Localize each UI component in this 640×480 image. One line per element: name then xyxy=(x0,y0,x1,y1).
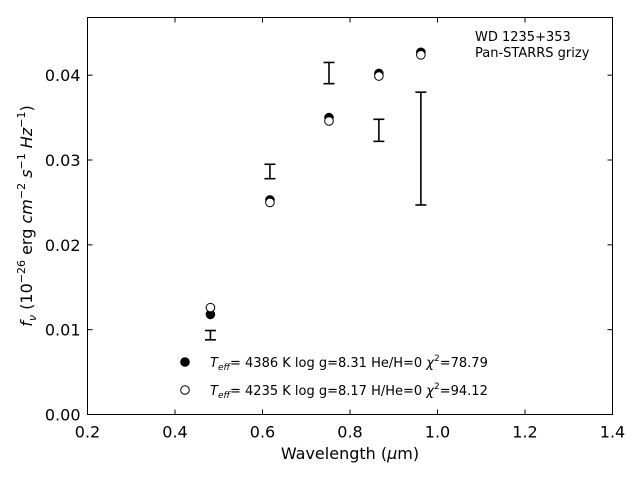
error-bar xyxy=(264,163,276,180)
error-bar xyxy=(323,61,335,85)
y-tick-label: 0.04 xyxy=(45,66,81,85)
point-open xyxy=(265,197,275,208)
object-name: WD 1235+353 xyxy=(475,30,571,45)
x-tick-label: 0.8 xyxy=(337,423,362,442)
x-tick-label: 0.2 xyxy=(75,423,100,442)
observed-error-bars xyxy=(204,61,427,341)
point-open xyxy=(374,71,384,81)
y-ticks: 0.00 0.01 0.02 0.03 0.04 xyxy=(45,66,613,425)
point-open xyxy=(416,50,426,60)
point-open xyxy=(324,116,334,126)
x-ticks: 0.2 0.4 0.6 0.8 1.0 1.2 1.4 xyxy=(75,17,625,442)
x-tick-label: 1.2 xyxy=(512,423,537,442)
x-axis-label: Wavelength (μm) xyxy=(281,444,419,463)
x-tick-label: 1.4 xyxy=(600,423,625,442)
legend-marker-open xyxy=(180,385,190,395)
point-open xyxy=(205,302,216,313)
x-tick-label: 0.4 xyxy=(162,423,187,442)
y-tick-label: 0.02 xyxy=(45,236,81,255)
y-tick-label: 0.01 xyxy=(45,321,81,340)
legend: Teff= 4386 K log g=8.31 He/H=0 χ2=78.79 … xyxy=(180,354,488,401)
legend-entry-open: Teff= 4235 K log g=8.17 H/He=0 χ2=94.12 xyxy=(210,382,488,401)
legend-entry-filled: Teff= 4386 K log g=8.31 He/H=0 χ2=78.79 xyxy=(210,354,488,373)
y-tick-label: 0.00 xyxy=(45,406,81,425)
plot-frame xyxy=(87,17,613,415)
error-bar xyxy=(204,329,216,341)
model-points xyxy=(205,47,426,320)
y-tick-label: 0.03 xyxy=(45,151,81,170)
survey-name: Pan-STARRS grizy xyxy=(475,46,590,61)
x-tick-label: 0.6 xyxy=(250,423,275,442)
x-tick-label: 1.0 xyxy=(425,423,450,442)
legend-marker-filled xyxy=(180,357,190,367)
error-bar xyxy=(373,118,385,143)
error-bar xyxy=(415,91,427,206)
y-axis-label: fν (10−26 erg cm−2 s−1 Hz−1) xyxy=(15,105,39,326)
